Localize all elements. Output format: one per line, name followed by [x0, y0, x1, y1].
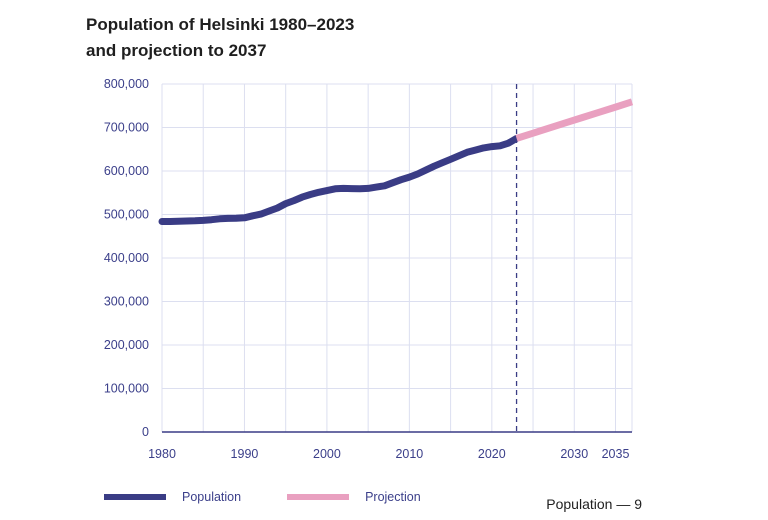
legend-label-projection: Projection [365, 490, 421, 504]
legend-item-projection: Projection [287, 490, 421, 504]
tick-label-layer: 0 100,000 200,000 300,000 400,000 500,000 600,… [104, 77, 630, 461]
grid-layer [161, 83, 633, 432]
x-tick-label-1980: 1980 [148, 447, 176, 461]
y-tick-label-0: 0 [142, 425, 149, 439]
chart-title-line-1: Population of Helsinki 1980–2023 [86, 15, 355, 34]
y-tick-label-700000: 700,000 [104, 121, 149, 135]
series-line-population [158, 134, 521, 225]
series-layer [158, 98, 634, 225]
y-tick-label-400000: 400,000 [104, 251, 149, 265]
x-tick-label-2030: 2030 [560, 447, 588, 461]
chart-title-line-2: and projection to 2037 [86, 41, 267, 60]
x-tick-label-2020: 2020 [478, 447, 506, 461]
legend-swatch-population [104, 494, 166, 500]
legend: Population Projection [104, 487, 467, 507]
x-tick-label-2000: 2000 [313, 447, 341, 461]
page-footer: Population — 9 [546, 496, 642, 512]
series-line-projection [515, 98, 634, 142]
y-tick-label-500000: 500,000 [104, 208, 149, 222]
y-tick-label-600000: 600,000 [104, 164, 149, 178]
x-tick-label-1990: 1990 [231, 447, 259, 461]
legend-item-population: Population [104, 490, 241, 504]
y-tick-label-300000: 300,000 [104, 295, 149, 309]
y-tick-label-800000: 800,000 [104, 77, 149, 91]
x-tick-label-2010: 2010 [395, 447, 423, 461]
chart-title: Population of Helsinki 1980–2023 and pro… [86, 12, 506, 64]
y-tick-label-200000: 200,000 [104, 338, 149, 352]
legend-label-population: Population [182, 490, 242, 504]
legend-swatch-projection [287, 494, 350, 500]
x-tick-label-2035: 2035 [602, 447, 630, 461]
y-tick-label-100000: 100,000 [104, 382, 149, 396]
